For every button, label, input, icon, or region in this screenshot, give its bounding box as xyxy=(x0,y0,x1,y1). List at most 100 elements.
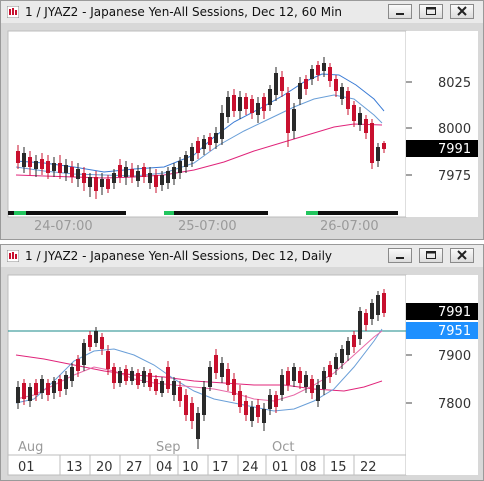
candle xyxy=(292,109,296,131)
candle xyxy=(316,65,320,75)
close-icon xyxy=(457,250,467,260)
candle xyxy=(52,163,56,171)
candle xyxy=(262,409,266,423)
date-label: 08 xyxy=(300,460,317,475)
candle xyxy=(310,69,314,79)
candle xyxy=(352,105,356,121)
candle xyxy=(376,147,380,161)
close-button[interactable] xyxy=(450,4,474,19)
candle xyxy=(202,387,206,415)
candle xyxy=(376,295,380,315)
month-label-sep: Sep xyxy=(156,440,181,455)
maximize-icon xyxy=(426,251,436,259)
candle xyxy=(112,367,116,383)
maximize-button[interactable] xyxy=(419,248,443,263)
candle xyxy=(184,395,188,415)
candle xyxy=(358,113,362,125)
time-label-24: 24-07:00 xyxy=(34,219,93,234)
price-chart-60min[interactable]: 8025 8000 7975 7991 24-07:00 25-07:00 26… xyxy=(4,27,480,237)
candle xyxy=(160,381,164,393)
candle xyxy=(34,161,38,169)
candle xyxy=(280,375,284,395)
candle xyxy=(112,173,116,183)
last-price-badge xyxy=(406,140,478,157)
candle xyxy=(70,167,74,177)
candle xyxy=(130,371,134,381)
candle xyxy=(286,371,290,385)
candle xyxy=(40,379,44,393)
minimize-button[interactable] xyxy=(388,248,412,263)
date-label: 01 xyxy=(272,460,289,475)
candle xyxy=(166,367,170,389)
maximize-button[interactable] xyxy=(419,4,443,19)
maximize-icon xyxy=(426,7,436,15)
candle xyxy=(244,401,248,415)
line-price-badge xyxy=(406,322,478,339)
date-label: 15 xyxy=(330,460,347,475)
candle xyxy=(286,93,290,133)
candle xyxy=(274,395,278,407)
candle xyxy=(208,367,212,387)
candle xyxy=(172,167,176,179)
candle xyxy=(370,303,374,319)
candle xyxy=(94,331,98,343)
candle xyxy=(100,337,104,349)
candle xyxy=(160,175,164,185)
price-chart-daily[interactable]: 7900 7800 7991 7951 Aug Sep Oct 01 13 20… xyxy=(4,271,480,479)
candle xyxy=(190,147,194,161)
month-label-oct: Oct xyxy=(272,440,294,455)
candle xyxy=(136,373,140,385)
candle xyxy=(382,143,386,149)
candle xyxy=(190,403,194,421)
candle xyxy=(82,173,86,183)
candle xyxy=(88,335,92,347)
candle xyxy=(250,407,254,421)
candle xyxy=(28,157,32,167)
candle xyxy=(70,367,74,381)
candle xyxy=(196,141,200,153)
candle xyxy=(328,365,332,377)
candle xyxy=(100,179,104,187)
time-label-26: 26-07:00 xyxy=(320,219,379,234)
date-label: 10 xyxy=(182,460,199,475)
candle xyxy=(322,371,326,389)
candle xyxy=(370,123,374,163)
candle xyxy=(328,67,332,81)
date-label: 24 xyxy=(242,460,259,475)
candle xyxy=(304,79,308,89)
candle xyxy=(220,363,224,377)
candle xyxy=(304,375,308,387)
title-bar[interactable]: 1 / JYAZ2 - Japanese Yen-All Sessions, D… xyxy=(1,1,483,23)
candle xyxy=(40,159,44,169)
candle xyxy=(238,391,242,407)
candle xyxy=(268,89,272,105)
candle xyxy=(334,79,338,91)
close-button[interactable] xyxy=(450,248,474,263)
candle xyxy=(106,179,110,189)
candle xyxy=(154,379,158,391)
candle xyxy=(34,383,38,395)
chart-window-60min: 1 / JYAZ2 - Japanese Yen-All Sessions, D… xyxy=(0,0,484,240)
candle xyxy=(52,381,56,393)
chart-app-icon xyxy=(7,6,19,18)
candle xyxy=(364,313,368,325)
date-label: 17 xyxy=(212,460,229,475)
candle xyxy=(166,171,170,183)
price-label-7800: 7800 xyxy=(438,397,471,412)
title-bar[interactable]: 1 / JYAZ2 - Japanese Yen-All Sessions, D… xyxy=(1,245,483,267)
candle xyxy=(46,161,50,173)
candle xyxy=(298,371,302,383)
candle xyxy=(118,371,122,383)
candle xyxy=(172,381,176,395)
close-icon xyxy=(457,6,467,16)
line-price-value: 7951 xyxy=(438,324,471,339)
candle xyxy=(22,153,26,167)
candle xyxy=(46,383,50,395)
candle xyxy=(148,173,152,183)
candle xyxy=(292,367,296,381)
chart-app-icon xyxy=(7,250,19,262)
candle xyxy=(364,119,368,133)
minimize-button[interactable] xyxy=(388,4,412,19)
last-price-value: 7991 xyxy=(438,142,471,157)
candle xyxy=(124,167,128,177)
